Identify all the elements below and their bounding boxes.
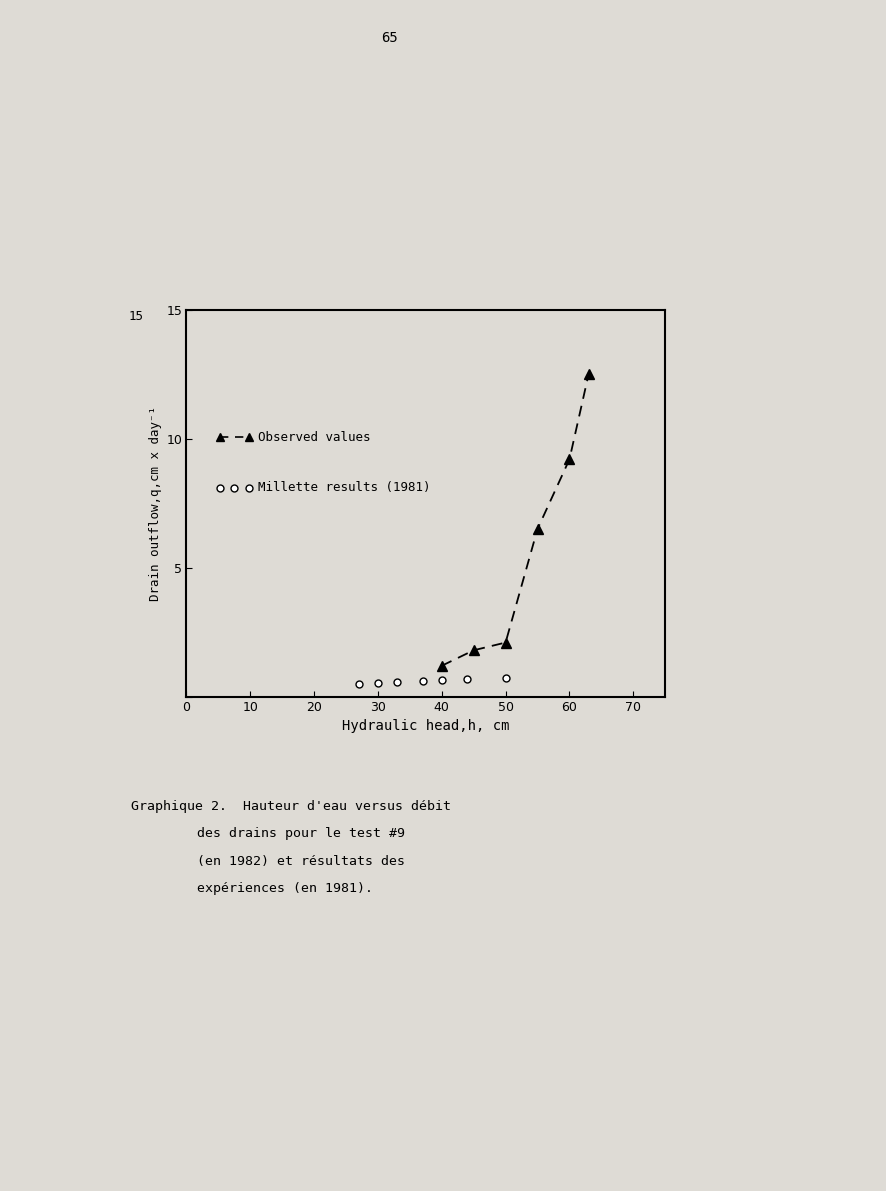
Text: (en 1982) et résultats des: (en 1982) et résultats des (197, 855, 404, 868)
Text: Observed values: Observed values (258, 431, 370, 444)
Text: expériences (en 1981).: expériences (en 1981). (197, 883, 372, 896)
Text: 15: 15 (128, 310, 143, 323)
Text: des drains pour le test #9: des drains pour le test #9 (197, 828, 404, 841)
Y-axis label: Drain outflow,q,cm x day⁻¹: Drain outflow,q,cm x day⁻¹ (149, 406, 162, 600)
X-axis label: Hydraulic head,h, cm: Hydraulic head,h, cm (342, 719, 509, 734)
Text: Graphique 2.  Hauteur d'eau versus débit: Graphique 2. Hauteur d'eau versus débit (131, 800, 451, 813)
Text: 65: 65 (381, 31, 398, 45)
Text: Millette results (1981): Millette results (1981) (258, 481, 430, 494)
